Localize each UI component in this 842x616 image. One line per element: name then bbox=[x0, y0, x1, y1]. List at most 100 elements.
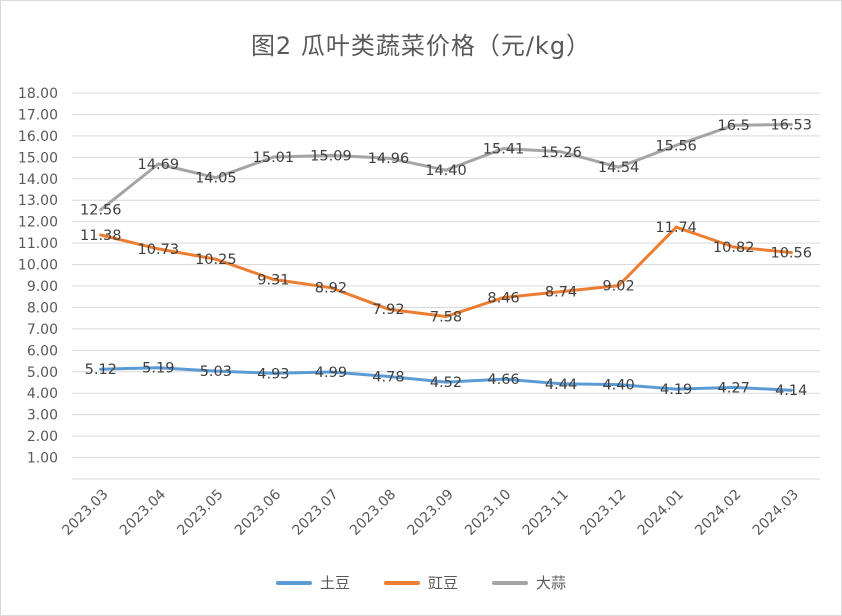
data-label-2: 15.41 bbox=[483, 142, 525, 158]
y-tick-label: 13.00 bbox=[18, 193, 58, 209]
x-tick-label: 2023.04 bbox=[117, 486, 169, 538]
data-point-2 bbox=[444, 168, 448, 172]
data-point-2 bbox=[559, 150, 563, 154]
data-point-2 bbox=[789, 123, 793, 127]
data-point-2 bbox=[617, 165, 621, 169]
x-tick-label: 2023.05 bbox=[174, 487, 226, 539]
data-label-2: 15.09 bbox=[310, 148, 352, 164]
data-label-2: 15.26 bbox=[540, 145, 582, 161]
data-point-1 bbox=[214, 257, 218, 261]
y-tick-label: 12.00 bbox=[18, 215, 58, 231]
data-point-0 bbox=[214, 369, 218, 373]
data-point-1 bbox=[559, 290, 563, 294]
data-label-0: 4.66 bbox=[487, 372, 519, 388]
data-point-0 bbox=[444, 380, 448, 384]
x-tick-label: 2024.01 bbox=[635, 487, 687, 539]
data-point-2 bbox=[732, 123, 736, 127]
data-point-0 bbox=[271, 371, 275, 375]
y-tick-label: 9.00 bbox=[27, 279, 58, 295]
data-point-0 bbox=[386, 374, 390, 378]
data-label-1: 8.46 bbox=[487, 291, 519, 307]
data-point-1 bbox=[329, 286, 333, 290]
data-label-2: 12.56 bbox=[80, 203, 122, 219]
data-label-2: 14.69 bbox=[138, 157, 180, 173]
y-tick-label: 1.00 bbox=[27, 451, 58, 467]
data-label-1: 7.58 bbox=[430, 309, 462, 325]
data-point-1 bbox=[732, 245, 736, 249]
legend-swatch-potato bbox=[275, 580, 312, 585]
data-point-2 bbox=[674, 143, 678, 147]
legend-label-potato: 土豆 bbox=[319, 574, 350, 592]
legend-label-garlic: 大蒜 bbox=[536, 574, 567, 592]
data-point-2 bbox=[271, 155, 275, 159]
data-label-0: 5.12 bbox=[85, 362, 117, 378]
data-label-0: 4.19 bbox=[660, 382, 692, 398]
data-point-0 bbox=[674, 387, 678, 391]
x-tick-label: 2023.10 bbox=[462, 487, 514, 539]
data-label-2: 16.5 bbox=[718, 118, 750, 134]
y-tick-label: 17.00 bbox=[18, 107, 58, 123]
data-label-0: 4.40 bbox=[602, 378, 634, 394]
data-label-0: 4.99 bbox=[315, 365, 347, 381]
x-tick-label: 2023.07 bbox=[289, 487, 341, 539]
legend-item-cowpea: 豇豆 bbox=[383, 572, 458, 593]
data-label-2: 14.96 bbox=[368, 151, 410, 167]
chart-title: 图2 瓜叶类蔬菜价格（元/kg） bbox=[250, 32, 592, 60]
data-label-1: 9.31 bbox=[257, 272, 289, 288]
data-label-2: 15.56 bbox=[655, 138, 697, 154]
data-point-0 bbox=[732, 385, 736, 389]
legend-swatch-cowpea bbox=[383, 580, 420, 585]
y-tick-label: 8.00 bbox=[27, 300, 58, 316]
data-point-0 bbox=[559, 382, 563, 386]
data-label-1: 11.38 bbox=[80, 228, 122, 244]
data-point-1 bbox=[674, 225, 678, 229]
y-tick-label: 5.00 bbox=[27, 365, 58, 381]
data-label-0: 4.78 bbox=[372, 369, 404, 385]
x-tick-label: 2024.03 bbox=[750, 487, 802, 539]
y-tick-label: 7.00 bbox=[27, 322, 58, 338]
data-point-1 bbox=[502, 296, 506, 300]
data-label-1: 7.92 bbox=[372, 302, 404, 318]
x-tick-label: 2024.02 bbox=[692, 487, 744, 539]
data-point-1 bbox=[271, 277, 275, 281]
legend-item-potato: 土豆 bbox=[275, 572, 350, 593]
legend: 土豆 豇豆 大蒜 bbox=[0, 572, 842, 593]
data-label-1: 10.56 bbox=[770, 246, 812, 262]
data-label-1: 11.74 bbox=[655, 220, 697, 236]
data-point-1 bbox=[156, 247, 160, 251]
data-label-0: 5.03 bbox=[200, 364, 232, 380]
data-label-1: 10.73 bbox=[138, 242, 180, 258]
x-tick-label: 2023.12 bbox=[577, 487, 629, 539]
data-point-0 bbox=[502, 377, 506, 381]
data-point-0 bbox=[99, 367, 103, 371]
data-point-2 bbox=[156, 162, 160, 166]
legend-item-garlic: 大蒜 bbox=[492, 572, 566, 593]
x-tick-label: 2023.11 bbox=[520, 487, 572, 539]
data-label-0: 4.93 bbox=[257, 366, 289, 382]
data-point-2 bbox=[99, 208, 103, 212]
x-tick-label: 2023.03 bbox=[59, 487, 111, 539]
data-label-0: 4.52 bbox=[430, 375, 462, 391]
y-tick-label: 2.00 bbox=[27, 429, 58, 445]
data-point-0 bbox=[156, 366, 160, 370]
y-tick-label: 14.00 bbox=[18, 172, 58, 188]
data-label-1: 9.02 bbox=[602, 279, 634, 295]
data-point-0 bbox=[329, 370, 333, 374]
data-label-1: 10.25 bbox=[195, 252, 237, 268]
legend-swatch-garlic bbox=[492, 580, 528, 585]
data-point-2 bbox=[502, 147, 506, 151]
data-point-0 bbox=[617, 383, 621, 387]
data-point-0 bbox=[789, 388, 793, 392]
data-point-2 bbox=[214, 176, 218, 180]
y-tick-label: 4.00 bbox=[27, 386, 58, 402]
x-tick-label: 2023.08 bbox=[347, 487, 399, 539]
y-tick-label: 10.00 bbox=[18, 258, 58, 274]
data-point-1 bbox=[617, 284, 621, 288]
x-tick-label: 2023.06 bbox=[232, 486, 284, 538]
data-point-1 bbox=[444, 314, 448, 318]
y-tick-label: 16.00 bbox=[18, 129, 58, 145]
data-point-1 bbox=[386, 307, 390, 311]
data-point-1 bbox=[99, 233, 103, 237]
y-tick-label: 11.00 bbox=[18, 236, 58, 252]
data-label-1: 10.82 bbox=[713, 240, 755, 256]
